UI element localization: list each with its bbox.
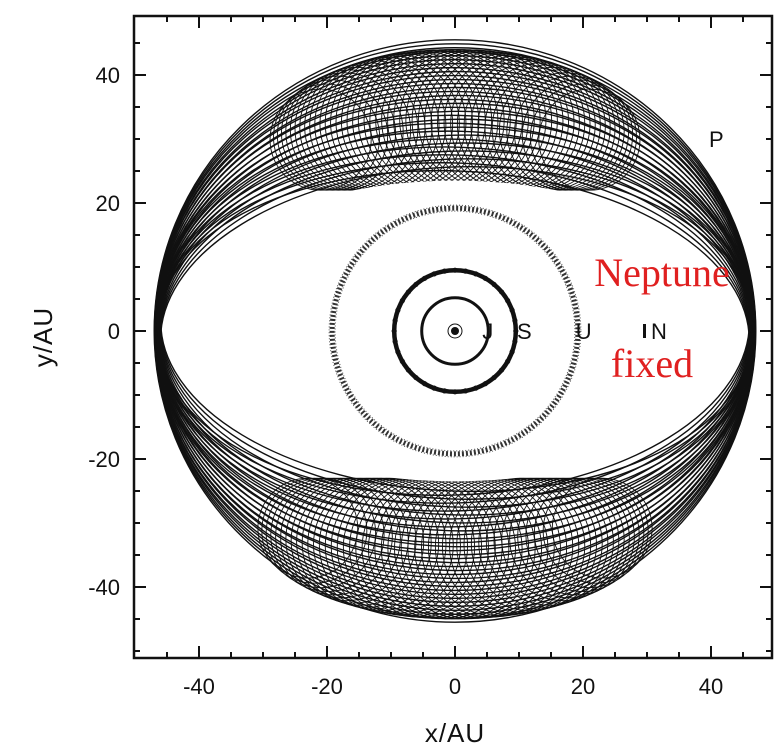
- uranus-orbit-outer: [328, 204, 582, 458]
- orbit-bead: [482, 381, 488, 387]
- orbit-bead: [413, 281, 419, 288]
- plot-frame: [132, 14, 774, 660]
- orbit-bead: [399, 298, 405, 304]
- sun-ring: [447, 323, 463, 339]
- x-tick-label: 20: [571, 674, 595, 699]
- orbit-bead: [509, 307, 515, 313]
- orbit-bead: [512, 317, 518, 324]
- neptune-marker: [643, 324, 646, 338]
- orbit-bead: [482, 275, 488, 281]
- orbit-bead: [473, 385, 479, 391]
- orbit-bead: [498, 289, 505, 295]
- saturn-orbit-beads: [391, 267, 519, 395]
- orbit-bead: [462, 268, 469, 274]
- x-tick-label: 0: [449, 674, 461, 699]
- orbit-bead: [512, 338, 518, 345]
- planet-label-p: P: [709, 127, 724, 152]
- annotation-neptune: Neptune: [594, 250, 730, 295]
- y-axis-title: y/AU: [28, 307, 58, 367]
- planet-label-n: N: [651, 319, 667, 344]
- orbit-bead: [441, 388, 448, 394]
- orbit-bead: [392, 338, 398, 345]
- plot-data-layer: [153, 39, 757, 623]
- orbit-bead: [509, 349, 515, 355]
- annotation-fixed: fixed: [611, 341, 693, 386]
- orbit-bead: [505, 298, 511, 304]
- orbit-bead: [431, 385, 437, 391]
- y-tick-label: -40: [88, 575, 120, 600]
- orbit-bead: [395, 349, 401, 355]
- x-tick-label: 40: [699, 674, 723, 699]
- orbit-bead: [422, 381, 428, 387]
- libration-loop: [538, 88, 641, 191]
- orbit-bead: [422, 275, 428, 281]
- orbit-bead: [392, 317, 398, 324]
- orbit-bead: [405, 367, 412, 373]
- planet-label-s: S: [517, 319, 532, 344]
- orbit-bead: [505, 358, 511, 364]
- orbit-bead: [391, 328, 397, 334]
- planet-label-u: U: [576, 319, 592, 344]
- orbit-bead: [473, 271, 479, 277]
- orbit-bead: [405, 289, 412, 295]
- y-tick-label: -20: [88, 447, 120, 472]
- y-tick-label: 20: [96, 191, 120, 216]
- orbit-bead: [491, 281, 497, 288]
- axis-ticks: [134, 16, 772, 658]
- orbit-bead: [462, 388, 469, 394]
- orbit-bead: [413, 374, 419, 381]
- uranus-orbit: [329, 205, 581, 457]
- y-tick-label: 0: [108, 319, 120, 344]
- libration-loop: [551, 477, 653, 579]
- pluto-trajectory-loop: [160, 169, 750, 493]
- x-tick-label: -40: [183, 674, 215, 699]
- orbit-bead: [395, 307, 401, 313]
- x-axis-title: x/AU: [425, 718, 485, 748]
- orbit-bead: [441, 268, 448, 274]
- uranus-orbit-inner: [334, 210, 576, 452]
- y-tick-label: 40: [96, 63, 120, 88]
- axis-tick-labels: -40 -20 0 20 40 -40 -20 0 20 40: [88, 63, 723, 699]
- orbit-bead: [399, 358, 405, 364]
- orbit-bead: [498, 367, 505, 373]
- jupiter-orbit: [420, 296, 490, 366]
- sun-marker: [451, 327, 459, 335]
- orbit-bead: [452, 389, 458, 395]
- pluto-trajectory-band: [153, 39, 757, 623]
- orbit-bead: [452, 267, 458, 273]
- x-tick-label: -20: [311, 674, 343, 699]
- planet-labels: J S U N P: [482, 127, 723, 344]
- orbit-bead: [513, 328, 519, 334]
- orbit-bead: [431, 271, 437, 277]
- planet-label-j: J: [482, 319, 493, 344]
- orbit-bead: [491, 374, 497, 381]
